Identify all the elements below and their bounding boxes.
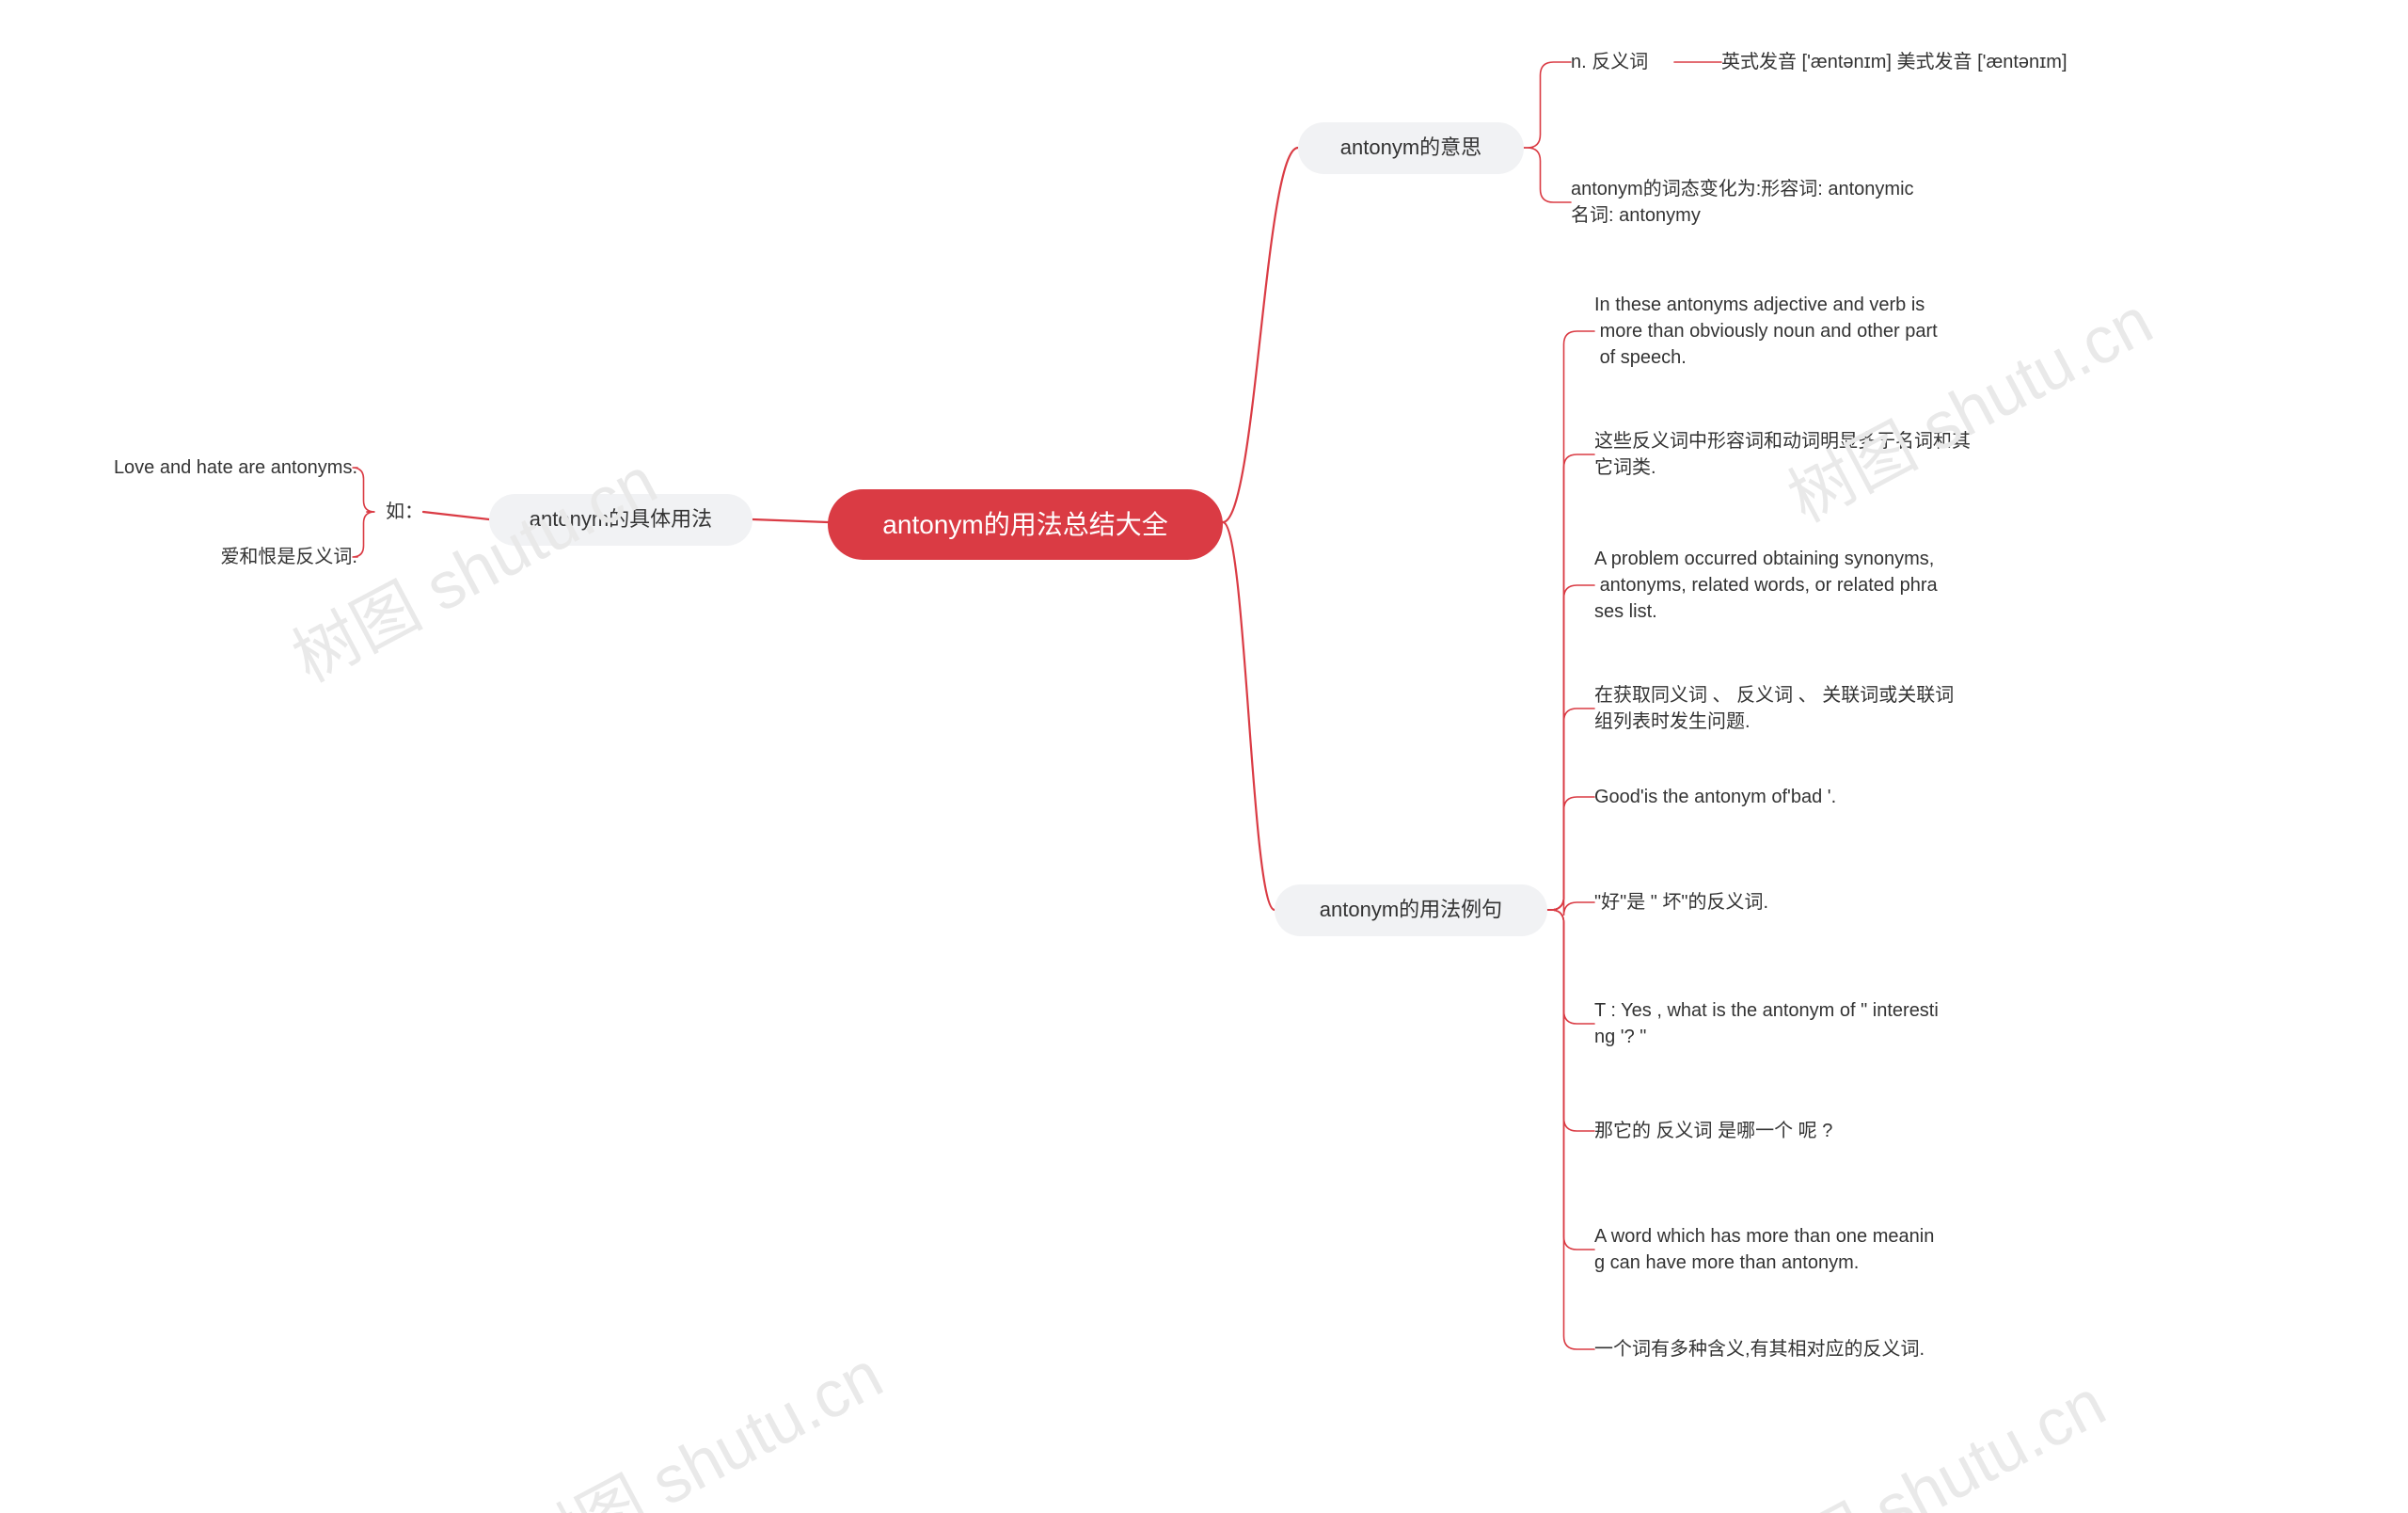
- node-e10: 一个词有多种含义,有其相对应的反义词.: [1594, 1336, 1999, 1362]
- node-e2: 这些反义词中形容词和动词明显多于名词和其 它词类.: [1594, 428, 1999, 481]
- node-e6: "好"是 " 坏"的反义词.: [1594, 889, 1999, 916]
- node-e8: 那它的 反义词 是哪一个 呢 ?: [1594, 1118, 1999, 1144]
- node-l_love: Love and hate are antonyms.: [85, 454, 357, 481]
- node-b_left: antonym的具体用法: [489, 494, 752, 546]
- edge-layer: [0, 0, 2408, 1513]
- node-e9: A word which has more than one meanin g …: [1594, 1223, 1999, 1276]
- watermark: 树图 shutu.cn: [499, 1323, 896, 1513]
- node-l_morph: antonym的词态变化为:形容词: antonymic 名词: antonym…: [1571, 174, 1985, 231]
- node-root: antonym的用法总结大全: [828, 489, 1223, 560]
- node-e7: T : Yes , what is the antonym of " inter…: [1594, 997, 1999, 1050]
- node-e4: 在获取同义词 、 反义词 、 关联词或关联词 组列表时发生问题.: [1594, 682, 1999, 735]
- node-l_ru: 如：: [367, 499, 423, 525]
- node-e5: Good'is the antonym of'bad '.: [1594, 784, 1999, 810]
- node-l_pron: 英式发音 ['æntənɪm] 美式发音 ['æntənɪm]: [1721, 49, 2126, 75]
- watermark: 树图 shutu.cn: [1722, 1351, 2119, 1513]
- node-e1: In these antonyms adjective and verb is …: [1594, 292, 1999, 371]
- node-l_aihen: 爱和恨是反义词.: [202, 544, 357, 570]
- node-b_meaning: antonym的意思: [1298, 122, 1524, 174]
- node-e3: A problem occurred obtaining synonyms, a…: [1594, 546, 1999, 625]
- node-l_noun: n. 反义词: [1571, 49, 1674, 75]
- node-b_examples: antonym的用法例句: [1275, 884, 1547, 936]
